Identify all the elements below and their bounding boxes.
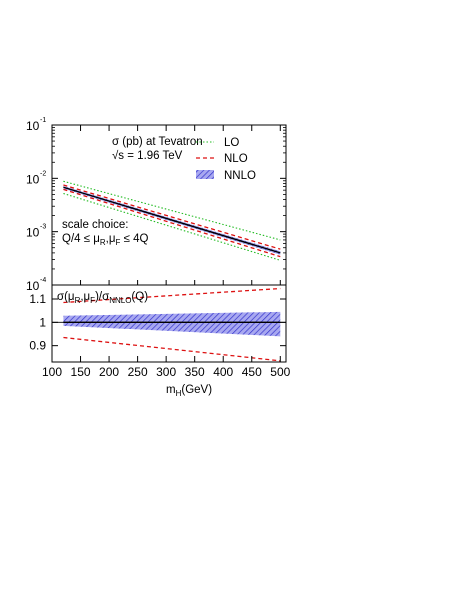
lower-nlo-line-0 <box>63 287 281 304</box>
legend-nnlo-sample <box>196 170 214 179</box>
upper-ytick-exp-1: -2 <box>40 170 46 177</box>
lower-frame <box>51 284 287 363</box>
lower-lines-layer <box>52 287 286 362</box>
scale-choice-line1: scale choice: <box>62 219 128 231</box>
upper-lo-line-0 <box>63 180 281 241</box>
legend-nlo-label: NLO <box>224 153 248 165</box>
upper-lo-line-1 <box>63 192 281 261</box>
ratio-label: σ(μR,μF)/σNNLO(Q) <box>57 291 148 305</box>
xtick-label-2: 200 <box>99 365 119 379</box>
xtick-label-1: 150 <box>71 365 91 379</box>
upper-nlo-line-2 <box>63 184 281 250</box>
upper-ytick-exp-2: -3 <box>40 224 46 231</box>
xticks-layer: 100 150 200 250 300 350 400 450 500 <box>42 125 291 379</box>
xtick-label-7: 450 <box>242 365 262 379</box>
lower-ytick-label-0: 1.1 <box>29 292 46 306</box>
lower-band-layer <box>63 311 281 337</box>
upper-lines-layer <box>63 180 281 261</box>
annotation-line1: σ (pb) at Tevatron <box>112 136 203 148</box>
lower-panel: 1.1 1 0.9 100 150 200 250 300 350 400 450 500 σ(μR… <box>29 125 291 398</box>
scale-choice-line2: Q/4 ≤ μR,μF ≤ 4Q <box>62 233 148 247</box>
lower-nnlo-band <box>63 311 281 337</box>
lower-yticks-layer: 1.1 1 0.9 <box>29 292 286 353</box>
lower-ytick-label-1: 1 <box>39 315 46 329</box>
xtick-label-0: 100 <box>42 365 62 379</box>
legend-lo-label: LO <box>224 137 239 149</box>
xtick-label-4: 300 <box>156 365 176 379</box>
xtick-label-3: 250 <box>128 365 148 379</box>
annotation-line2: √s = 1.96 TeV <box>112 149 183 162</box>
upper-ytick-label-0: 10 <box>26 119 40 133</box>
x-axis-label: mH(GeV) <box>166 384 212 398</box>
upper-ytick-label-2: 10 <box>26 226 40 240</box>
legend-nnlo-label: NNLO <box>224 170 256 182</box>
upper-nlo-line-3 <box>63 188 281 258</box>
upper-ytick-label-1: 10 <box>26 172 40 186</box>
xtick-label-8: 500 <box>270 365 290 379</box>
upper-frame <box>51 124 287 286</box>
legend: LO NLO NNLO <box>196 137 256 182</box>
lower-ytick-label-2: 0.9 <box>29 339 46 353</box>
xtick-label-5: 350 <box>185 365 205 379</box>
upper-ytick-label-3: 10 <box>26 279 40 293</box>
lower-nlo-line-1 <box>63 336 281 362</box>
xtick-label-6: 400 <box>213 365 233 379</box>
upper-panel: 10-110-210-310-4 σ (pb) at Tevatron √s =… <box>26 117 287 293</box>
upper-nnlo-line-4 <box>63 186 281 254</box>
upper-ytick-exp-3: -4 <box>40 277 46 284</box>
upper-ytick-exp-0: -1 <box>40 117 46 124</box>
